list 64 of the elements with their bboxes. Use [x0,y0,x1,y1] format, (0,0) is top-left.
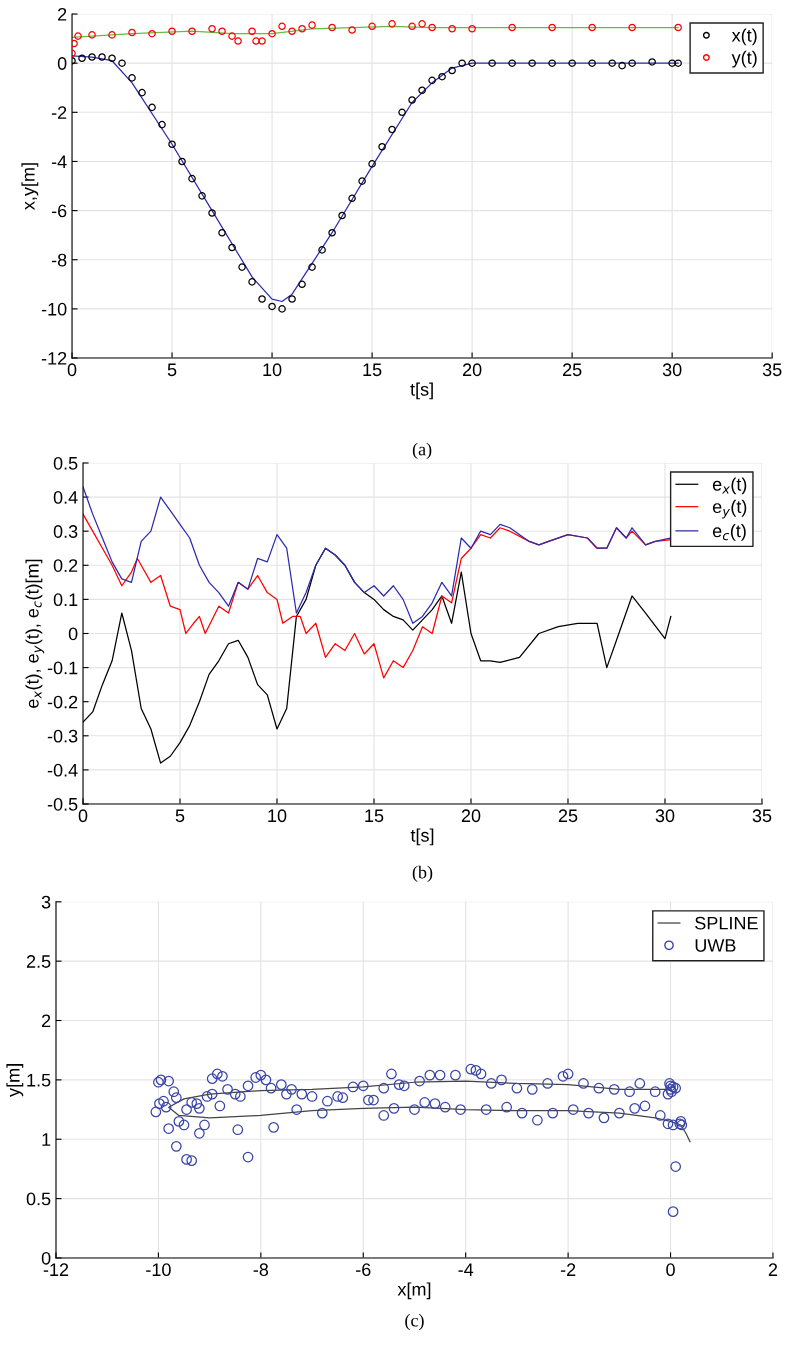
x-axis-title: t[s] [410,382,433,400]
x-tick-label: 20 [461,809,481,823]
y-tick-label: -4 [51,155,67,168]
legend-label: x(t) [731,28,757,46]
x-tick-label: 25 [562,363,582,377]
x-tick-label: -6 [356,1263,371,1277]
y-axis-title: y[m] [6,1064,24,1097]
y-tick-label: 0.1 [53,593,78,607]
x-tick-label: 10 [268,809,287,823]
x-tick-label: 20 [462,363,482,377]
text: (b) [412,865,433,883]
x-tick-label: -2 [560,1263,576,1276]
y-tick-label: -0.2 [47,695,78,709]
x-tick-label: -8 [253,1263,269,1277]
text: (a) [412,442,432,460]
y-tick-label: -12 [41,351,67,365]
x-tick-label: -4 [458,1263,474,1276]
y-tick-label: 2.5 [26,955,51,968]
y-axis-title: x,y[m] [21,163,39,210]
x-tick-label: 10 [263,363,282,377]
y-tick-label: 0.5 [26,1192,51,1206]
y-tick-label: 3 [41,895,51,909]
y-tick-label: -0.1 [47,661,78,675]
y-tick-label: -2 [51,106,67,119]
y-tick-label: 0.4 [53,491,78,504]
x-tick-label: 30 [655,809,675,823]
y-tick-label: 0 [68,627,78,641]
legend-label: SPLINE [695,916,758,930]
x-tick-label: 15 [363,363,382,377]
x-tick-label: 30 [662,363,682,377]
y-axis-title: e$_{x}$(t), e$_{y}$(t), e$_{c}$(t)[m] [25,559,45,708]
text: (c) [405,1313,424,1331]
x-tick-label: 0 [666,1263,675,1277]
x-tick-label: 15 [365,809,384,823]
legend-label: UWB [695,939,736,952]
x-tick-label: 5 [167,363,177,377]
x-tick-label: 2 [768,1263,778,1276]
y-tick-label: -6 [51,204,67,218]
legend-label: e$_{x}$(t) [712,477,747,495]
x-tick-label: -10 [146,1263,171,1277]
y-tick-label: 0 [41,1251,51,1265]
y-tick-label: -10 [41,302,67,316]
y-tick-label: -0.5 [47,797,78,811]
y-tick-label: 2 [41,1014,51,1028]
y-tick-label: 2 [58,7,67,21]
x-tick-label: 0 [78,809,88,823]
y-tick-label: 0 [57,57,67,70]
y-tick-label: 1.5 [27,1074,51,1087]
y-tick-label: -0.4 [47,763,78,777]
x-tick-label: 35 [762,363,782,377]
x-tick-label: 35 [752,809,772,823]
y-tick-label: -8 [51,253,67,267]
legend-label: e$_{y}$(t) [712,499,747,519]
x-tick-label: 25 [558,809,578,823]
y-tick-label: 1 [42,1133,51,1146]
y-tick-label: 0.5 [53,456,78,470]
y-tick-label: 0.2 [53,559,78,573]
x-axis-title: x[m] [397,1282,431,1300]
x-axis-title: t[s] [410,828,434,846]
y-tick-label: -0.3 [47,729,78,743]
legend-label: y(t) [731,50,757,68]
y-tick-label: 0.3 [53,525,78,538]
x-tick-label: 5 [175,809,185,823]
legend-label: e$_{c}$(t) [712,524,746,541]
